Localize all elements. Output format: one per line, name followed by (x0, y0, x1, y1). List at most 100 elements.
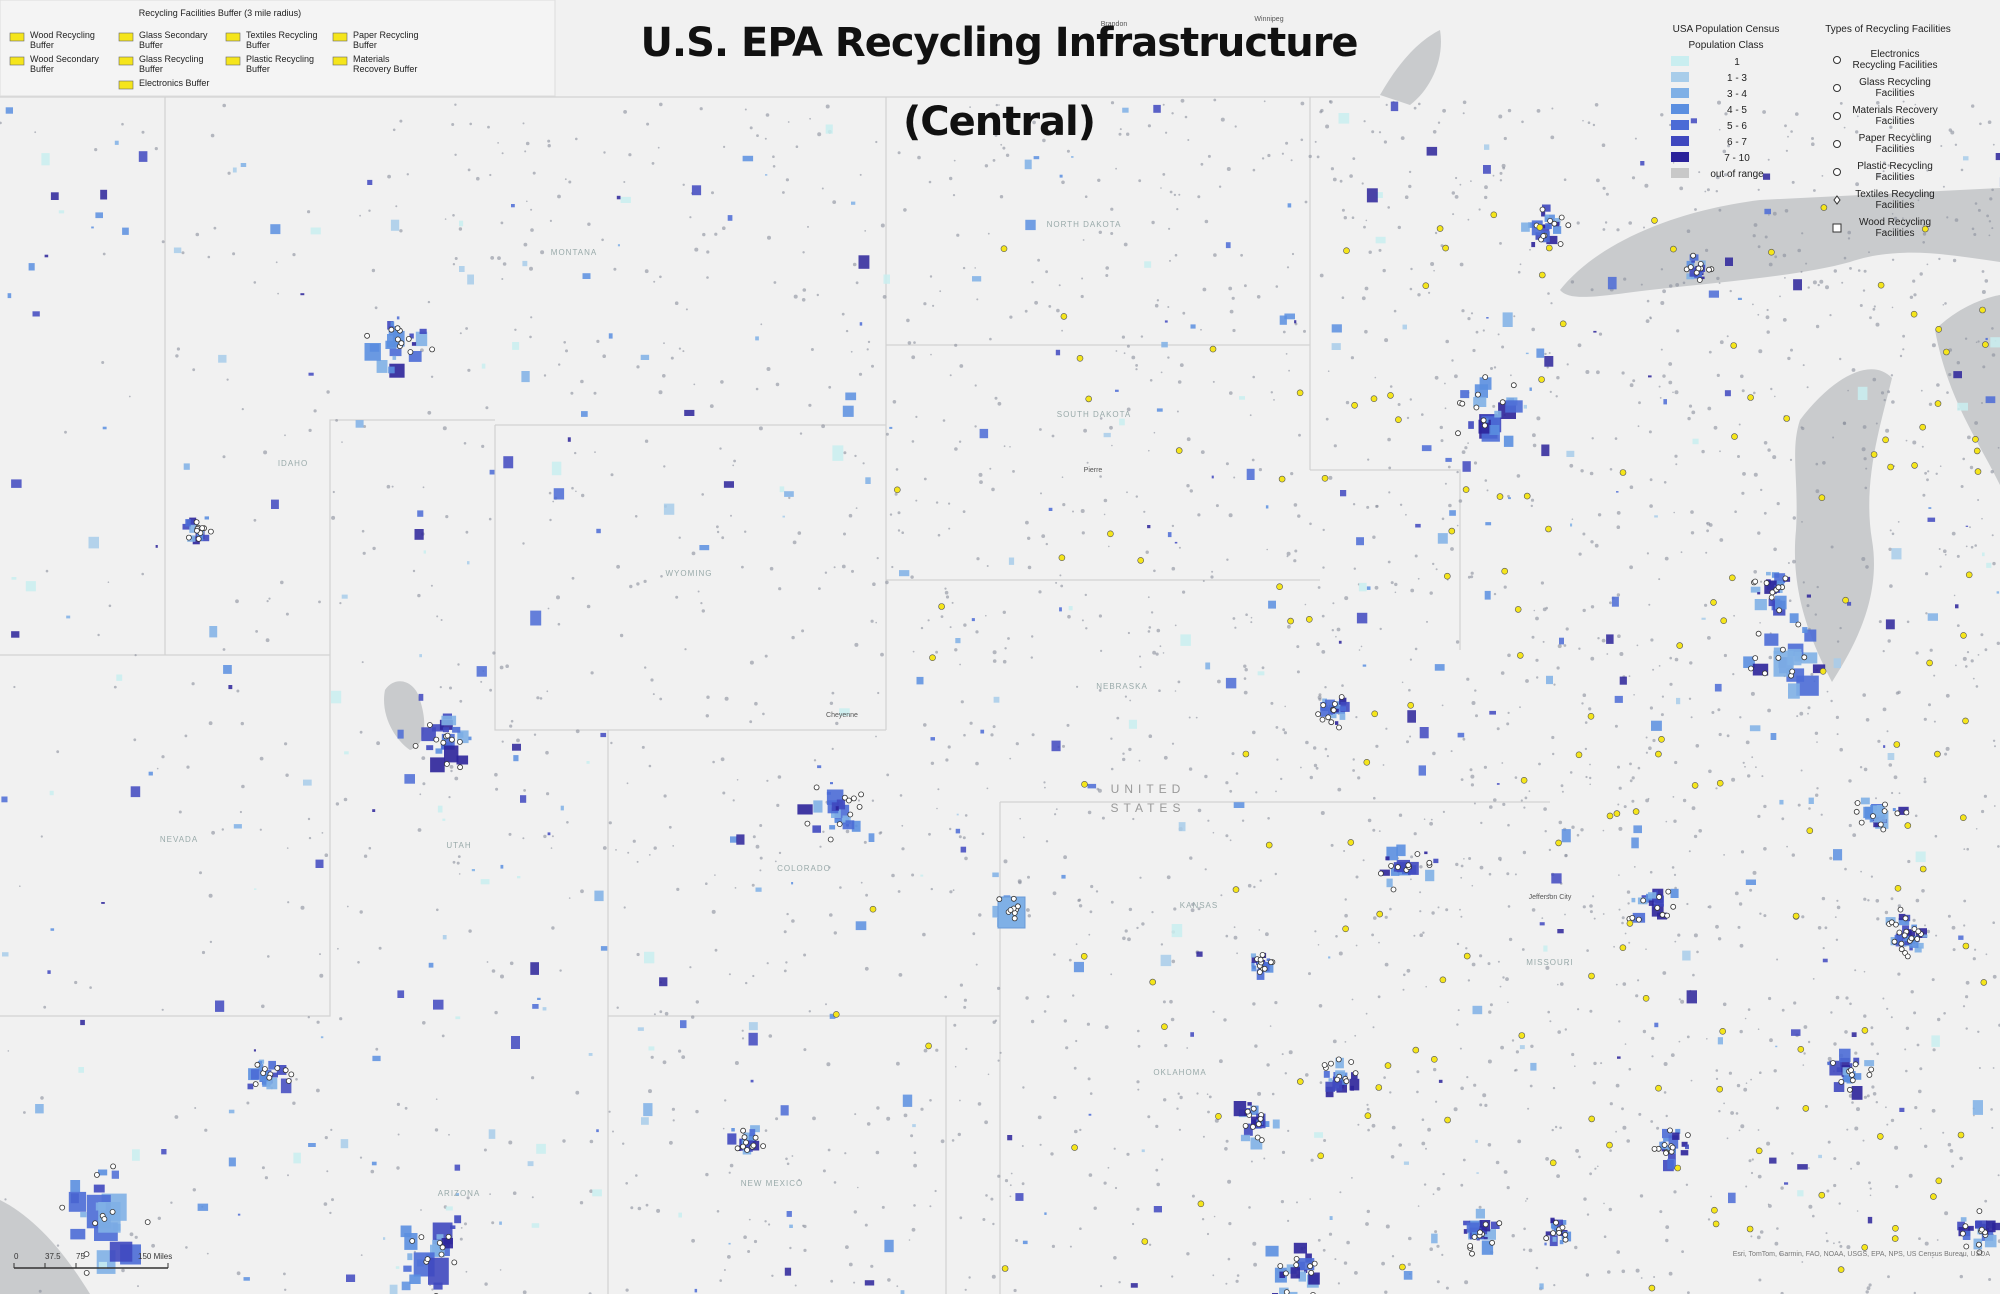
town-dot (1662, 374, 1666, 378)
town-dot (1691, 410, 1696, 415)
town-dot (1202, 1135, 1205, 1138)
town-dot (480, 680, 483, 683)
legend-swatch (9, 56, 25, 66)
map-label: Jefferson City (1529, 894, 1572, 901)
town-dot (803, 1224, 807, 1229)
population-area (1633, 825, 1642, 834)
town-dot (1171, 112, 1174, 115)
town-dot (1605, 192, 1609, 196)
population-area (1898, 913, 1906, 921)
buffer-point (1197, 1200, 1205, 1208)
town-dot (1690, 510, 1694, 514)
map-label: SOUTH DAKOTA (1057, 410, 1132, 419)
town-dot (751, 883, 755, 887)
population-area (1048, 507, 1053, 511)
population-area (253, 1049, 256, 1052)
town-dot (1051, 434, 1055, 438)
town-dot (1769, 1038, 1773, 1043)
town-dot (1928, 402, 1933, 406)
town-dot (1462, 737, 1466, 741)
town-dot (1228, 286, 1233, 291)
population-area (648, 1046, 655, 1051)
town-dot (1281, 152, 1284, 155)
population-area (1466, 1222, 1479, 1233)
buffer-point (1278, 475, 1286, 483)
town-dot (1333, 444, 1337, 448)
population-area (1663, 399, 1667, 405)
population-area (780, 1105, 789, 1116)
town-dot (1352, 758, 1355, 761)
town-dot (1882, 650, 1885, 653)
town-dot (1701, 449, 1705, 454)
town-dot (827, 1148, 831, 1152)
town-dot (323, 1202, 328, 1206)
town-dot (1920, 389, 1923, 392)
town-dot (992, 1020, 996, 1024)
town-dot (678, 536, 681, 539)
population-area (836, 799, 846, 810)
town-dot (1320, 811, 1325, 815)
town-dot (1316, 642, 1320, 646)
town-dot (1772, 211, 1777, 216)
town-dot (1566, 363, 1569, 366)
population-area (1789, 613, 1799, 623)
town-dot (1179, 1095, 1183, 1100)
town-dot (337, 947, 339, 950)
town-dot (1872, 377, 1877, 382)
town-dot (1176, 1107, 1179, 1110)
town-dot (1601, 143, 1606, 147)
town-dot (1075, 943, 1078, 946)
town-dot (1490, 367, 1493, 370)
town-dot (1747, 774, 1751, 778)
facility-point (1321, 1062, 1328, 1068)
town-dot (1455, 862, 1459, 867)
town-dot (1154, 303, 1159, 308)
buffer-point (1711, 1206, 1718, 1214)
town-dot (241, 408, 244, 411)
facility-point (1496, 1220, 1503, 1227)
town-dot (1535, 1266, 1539, 1270)
town-dot (1914, 103, 1917, 106)
town-dot (1560, 982, 1564, 986)
town-dot (575, 490, 577, 493)
population-area (1407, 710, 1416, 723)
town-dot (1971, 227, 1975, 231)
facility-point (1414, 851, 1421, 857)
town-dot (1887, 164, 1890, 167)
town-dot (1397, 403, 1401, 406)
town-dot (1002, 146, 1006, 150)
town-dot (1147, 630, 1151, 633)
town-dot (991, 1274, 996, 1279)
town-dot (391, 485, 394, 488)
town-dot (724, 696, 729, 701)
population-area (736, 834, 745, 845)
town-dot (1169, 190, 1173, 194)
town-dot (1616, 525, 1621, 529)
facility-point (1868, 1066, 1875, 1073)
map-label: STATES (1111, 801, 1186, 815)
legend-label: 5 - 6 (1727, 121, 1747, 132)
town-dot (733, 459, 736, 463)
town-dot (1909, 295, 1914, 299)
town-dot (1967, 435, 1971, 440)
population-area (842, 820, 855, 830)
legend-symbol (1833, 195, 1841, 205)
town-dot (1878, 620, 1882, 624)
town-dot (1868, 1181, 1871, 1185)
town-dot (240, 721, 244, 726)
town-dot (1688, 850, 1691, 853)
town-dot (1600, 1062, 1603, 1065)
town-dot (566, 821, 569, 824)
town-dot (1387, 206, 1390, 209)
town-dot (1113, 1256, 1117, 1260)
town-dot (1893, 216, 1898, 221)
town-dot (571, 486, 574, 490)
facility-point (1877, 821, 1884, 828)
town-dot (802, 288, 807, 292)
town-dot (758, 426, 763, 431)
town-dot (923, 477, 927, 481)
town-dot (1977, 1030, 1980, 1034)
population-area (308, 1143, 316, 1147)
population-area (1044, 1212, 1047, 1215)
town-dot (1235, 772, 1239, 775)
